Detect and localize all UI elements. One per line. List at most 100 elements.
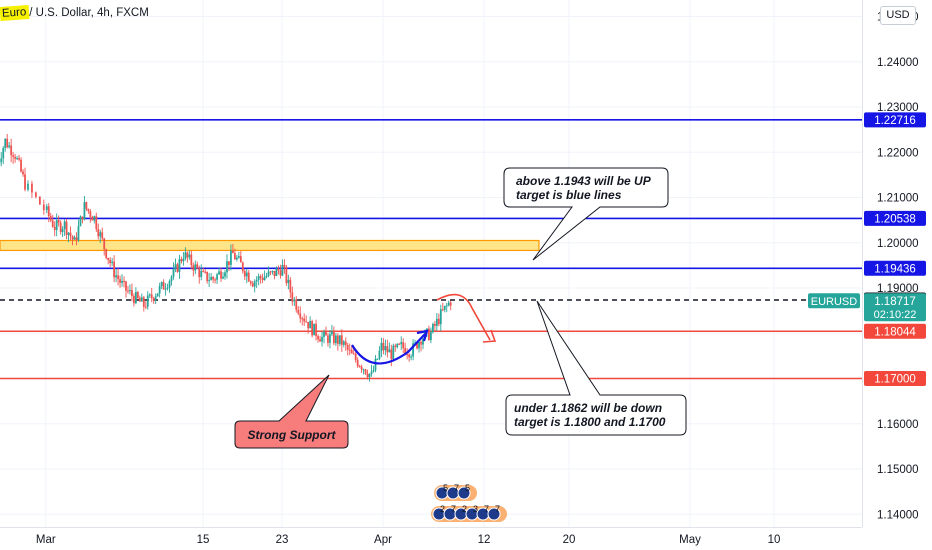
drawings[interactable] bbox=[351, 293, 497, 365]
candle-body bbox=[117, 275, 119, 280]
event-flag-icon[interactable] bbox=[487, 507, 501, 521]
candle-body bbox=[422, 338, 424, 345]
candle-body bbox=[24, 174, 26, 190]
event-icons[interactable]: 5 7 52 7 2 3 7 7 bbox=[431, 483, 507, 522]
event-count-label: 7 bbox=[451, 504, 456, 514]
candle-body bbox=[257, 276, 260, 280]
countdown-label: 02:10:22 bbox=[874, 309, 917, 321]
candle-body bbox=[348, 349, 351, 351]
time-tick-label: 20 bbox=[563, 534, 576, 546]
candle-body bbox=[31, 183, 33, 193]
candle-body bbox=[390, 349, 393, 360]
candle-body bbox=[144, 306, 147, 308]
upper-callout-box[interactable] bbox=[503, 167, 669, 261]
candle-body bbox=[27, 183, 29, 190]
candle-body bbox=[414, 342, 416, 344]
candle-body bbox=[8, 145, 11, 148]
candle-body bbox=[350, 349, 353, 354]
candle-body bbox=[10, 145, 13, 156]
symbol-tag-label: EURUSD bbox=[811, 296, 858, 308]
candle-body bbox=[307, 321, 310, 329]
candle-body bbox=[198, 268, 201, 278]
candle-body bbox=[121, 280, 123, 283]
time-scale[interactable]: Mar 15 23 Apr 12 20 May 10 bbox=[0, 527, 862, 547]
price-tick-label: 1.21000 bbox=[877, 193, 919, 205]
time-tick-label: Apr bbox=[374, 534, 392, 546]
candle-body bbox=[51, 220, 54, 227]
projection-curve[interactable] bbox=[436, 293, 491, 341]
price-tick-label: 1.15000 bbox=[877, 464, 919, 476]
candle-body bbox=[69, 232, 72, 237]
candle-body bbox=[176, 264, 179, 272]
candle-body bbox=[344, 341, 347, 345]
candle-body bbox=[251, 283, 254, 287]
candle-body bbox=[196, 264, 199, 269]
candle-body bbox=[115, 275, 117, 278]
event-flag-icon[interactable] bbox=[457, 486, 471, 500]
candle-body bbox=[107, 257, 110, 260]
candle-body bbox=[101, 232, 104, 239]
symbol-tag[interactable] bbox=[808, 293, 860, 309]
candle-body bbox=[214, 279, 216, 281]
candle-body bbox=[172, 269, 175, 277]
candle-body bbox=[232, 250, 234, 254]
candle-body bbox=[378, 350, 381, 359]
horizontal-levels[interactable] bbox=[0, 119, 862, 380]
candle-body bbox=[382, 342, 385, 351]
candle-body bbox=[83, 202, 86, 220]
candle-body bbox=[123, 280, 125, 282]
candle-body bbox=[140, 297, 143, 302]
event-count-label: 2 bbox=[440, 504, 445, 514]
time-tick-label: Mar bbox=[36, 534, 56, 546]
currency-button[interactable]: USD bbox=[880, 6, 916, 25]
candle-body bbox=[67, 232, 70, 235]
candle-body bbox=[235, 257, 238, 260]
candle-body bbox=[356, 359, 359, 367]
lower-callout-box[interactable] bbox=[505, 300, 687, 436]
candle-body bbox=[354, 353, 357, 360]
candle-body bbox=[352, 353, 355, 355]
price-tick-label: 1.22000 bbox=[877, 147, 919, 159]
candle-body bbox=[77, 226, 80, 241]
candle-body bbox=[146, 295, 149, 307]
candle-body bbox=[158, 286, 161, 294]
candle-body bbox=[428, 328, 430, 341]
candle-body bbox=[105, 249, 108, 258]
candle-body bbox=[388, 349, 391, 353]
candle-body bbox=[311, 321, 314, 336]
candle-body bbox=[93, 216, 96, 221]
candle-body bbox=[99, 232, 102, 237]
candle-body bbox=[89, 211, 92, 217]
symbol-highlight: Euro bbox=[0, 4, 30, 22]
candle-body bbox=[226, 261, 228, 273]
candle-body bbox=[148, 294, 151, 296]
candle-body bbox=[194, 264, 197, 271]
candle-body bbox=[63, 221, 66, 229]
candle-body bbox=[216, 274, 218, 280]
candle-body bbox=[402, 342, 405, 349]
support-callout-box[interactable] bbox=[234, 374, 349, 449]
candle-body bbox=[261, 278, 264, 281]
price-scale[interactable]: 1.140001.150001.160001.170001.180001.190… bbox=[808, 0, 926, 527]
candle-body bbox=[253, 281, 256, 287]
support-curve[interactable] bbox=[351, 333, 426, 365]
candle-body bbox=[14, 156, 17, 159]
candle-body bbox=[267, 271, 270, 276]
candle-body bbox=[16, 158, 18, 160]
candle-body bbox=[103, 238, 106, 250]
candle-body bbox=[289, 279, 292, 293]
candle-body bbox=[283, 264, 286, 268]
candle-body bbox=[364, 369, 367, 374]
candle-body bbox=[38, 196, 41, 205]
candle-body bbox=[97, 229, 100, 237]
candle-body bbox=[331, 331, 333, 335]
candle-body bbox=[127, 290, 129, 292]
candle-body bbox=[327, 335, 329, 343]
candle-body bbox=[295, 299, 298, 310]
candle-body bbox=[233, 253, 236, 260]
candle-body bbox=[160, 282, 163, 287]
candle-body bbox=[129, 290, 131, 292]
candle-body bbox=[332, 331, 335, 344]
